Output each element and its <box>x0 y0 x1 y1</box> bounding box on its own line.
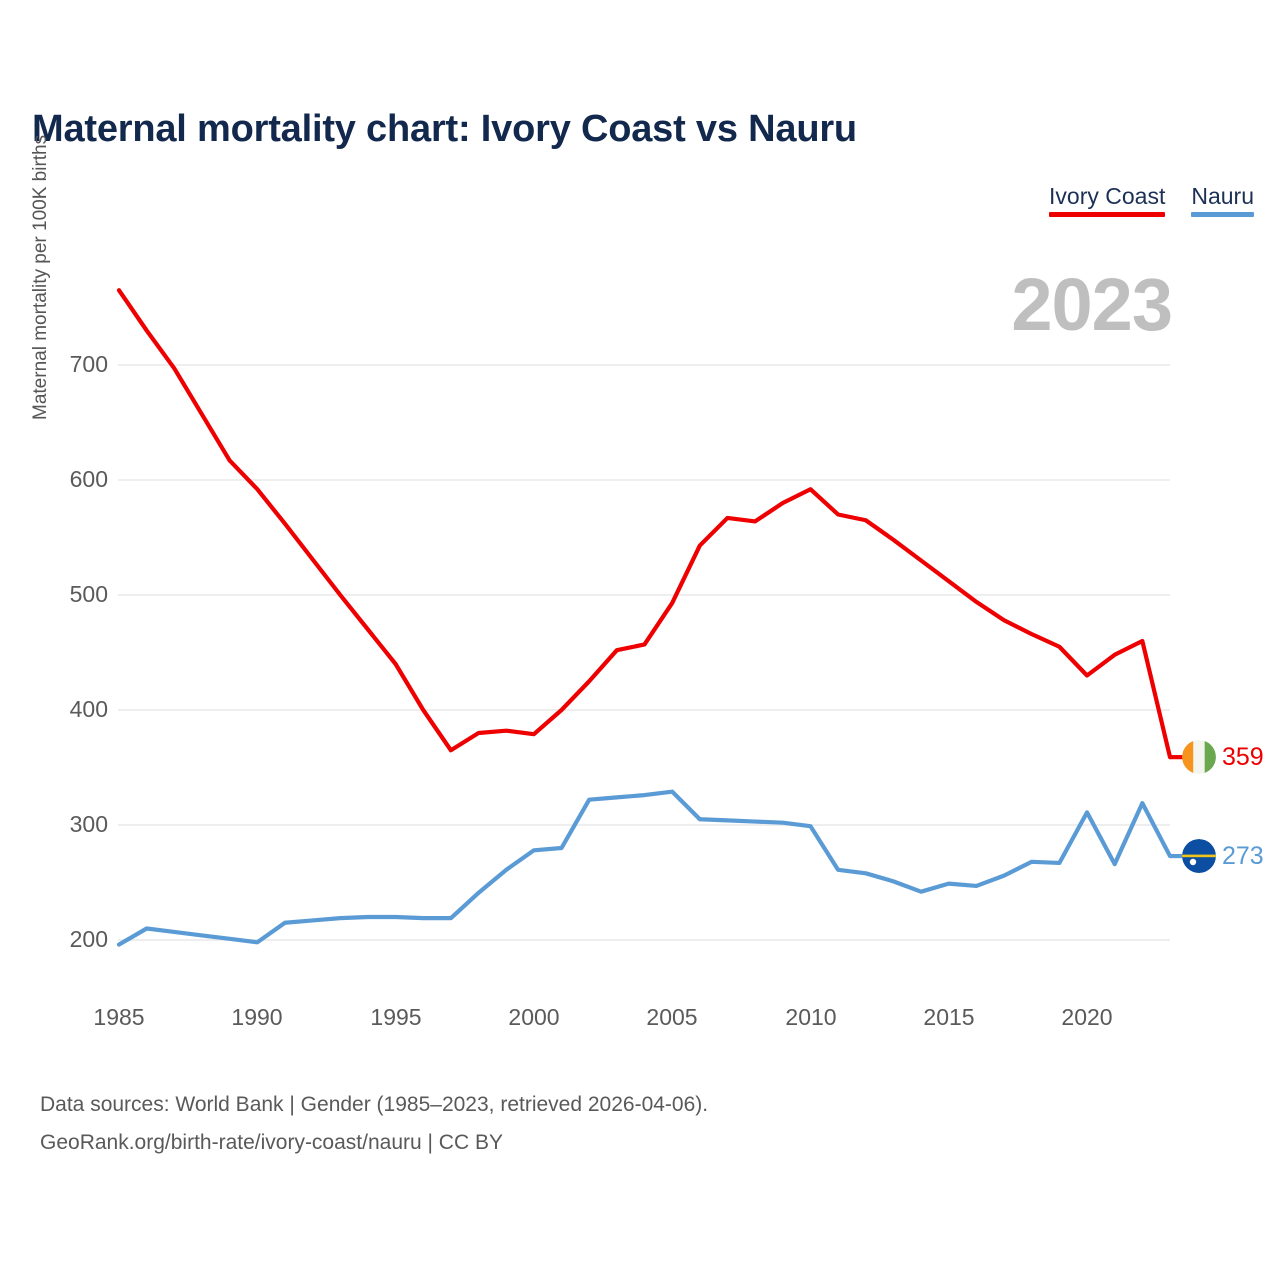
x-tick-1985: 1985 <box>93 1004 145 1030</box>
x-tick-2000: 2000 <box>508 1004 560 1030</box>
gridlines <box>118 364 1170 941</box>
y-tick-500: 500 <box>69 581 108 607</box>
legend-label-nauru: Nauru <box>1191 183 1254 209</box>
legend-rule-nauru <box>1191 212 1254 217</box>
y-tick-400: 400 <box>69 696 108 722</box>
footer-sources: Data sources: World Bank | Gender (1985–… <box>40 1086 708 1162</box>
ivory-coast-flag-icon <box>1182 740 1216 775</box>
y-tick-200: 200 <box>69 926 108 952</box>
chart-legend: Ivory Coast Nauru <box>1049 182 1254 217</box>
line-ivory-coast <box>116 288 1173 760</box>
x-tick-2015: 2015 <box>923 1004 975 1030</box>
legend-label-ivory-coast: Ivory Coast <box>1049 183 1166 209</box>
page-title: Maternal mortality chart: Ivory Coast vs… <box>32 108 857 150</box>
footer-line-2: GeoRank.org/birth-rate/ivory-coast/nauru… <box>40 1131 503 1154</box>
x-tick-1990: 1990 <box>231 1004 283 1030</box>
legend-item-nauru[interactable]: Nauru <box>1191 182 1254 217</box>
x-tick-2020: 2020 <box>1061 1004 1113 1030</box>
y-tick-600: 600 <box>69 466 108 492</box>
legend-item-ivory-coast[interactable]: Ivory Coast <box>1049 182 1166 217</box>
y-tick-300: 300 <box>69 811 108 837</box>
end-label-nauru: 273 <box>1222 842 1264 871</box>
end-label-ivory-coast: 359 <box>1222 743 1264 772</box>
x-tick-1995: 1995 <box>370 1004 422 1030</box>
x-tick-2005: 2005 <box>646 1004 698 1030</box>
line-nauru <box>116 789 1173 947</box>
y-axis-ticks: 700 600 500 400 300 200 <box>42 0 108 1280</box>
y-tick-700: 700 <box>69 351 108 377</box>
footer-line-1: Data sources: World Bank | Gender (1985–… <box>40 1093 709 1116</box>
x-tick-2010: 2010 <box>785 1004 837 1030</box>
year-watermark: 2023 <box>1011 263 1173 346</box>
nauru-flag-icon <box>1182 839 1216 874</box>
legend-rule-ivory-coast <box>1049 212 1166 217</box>
